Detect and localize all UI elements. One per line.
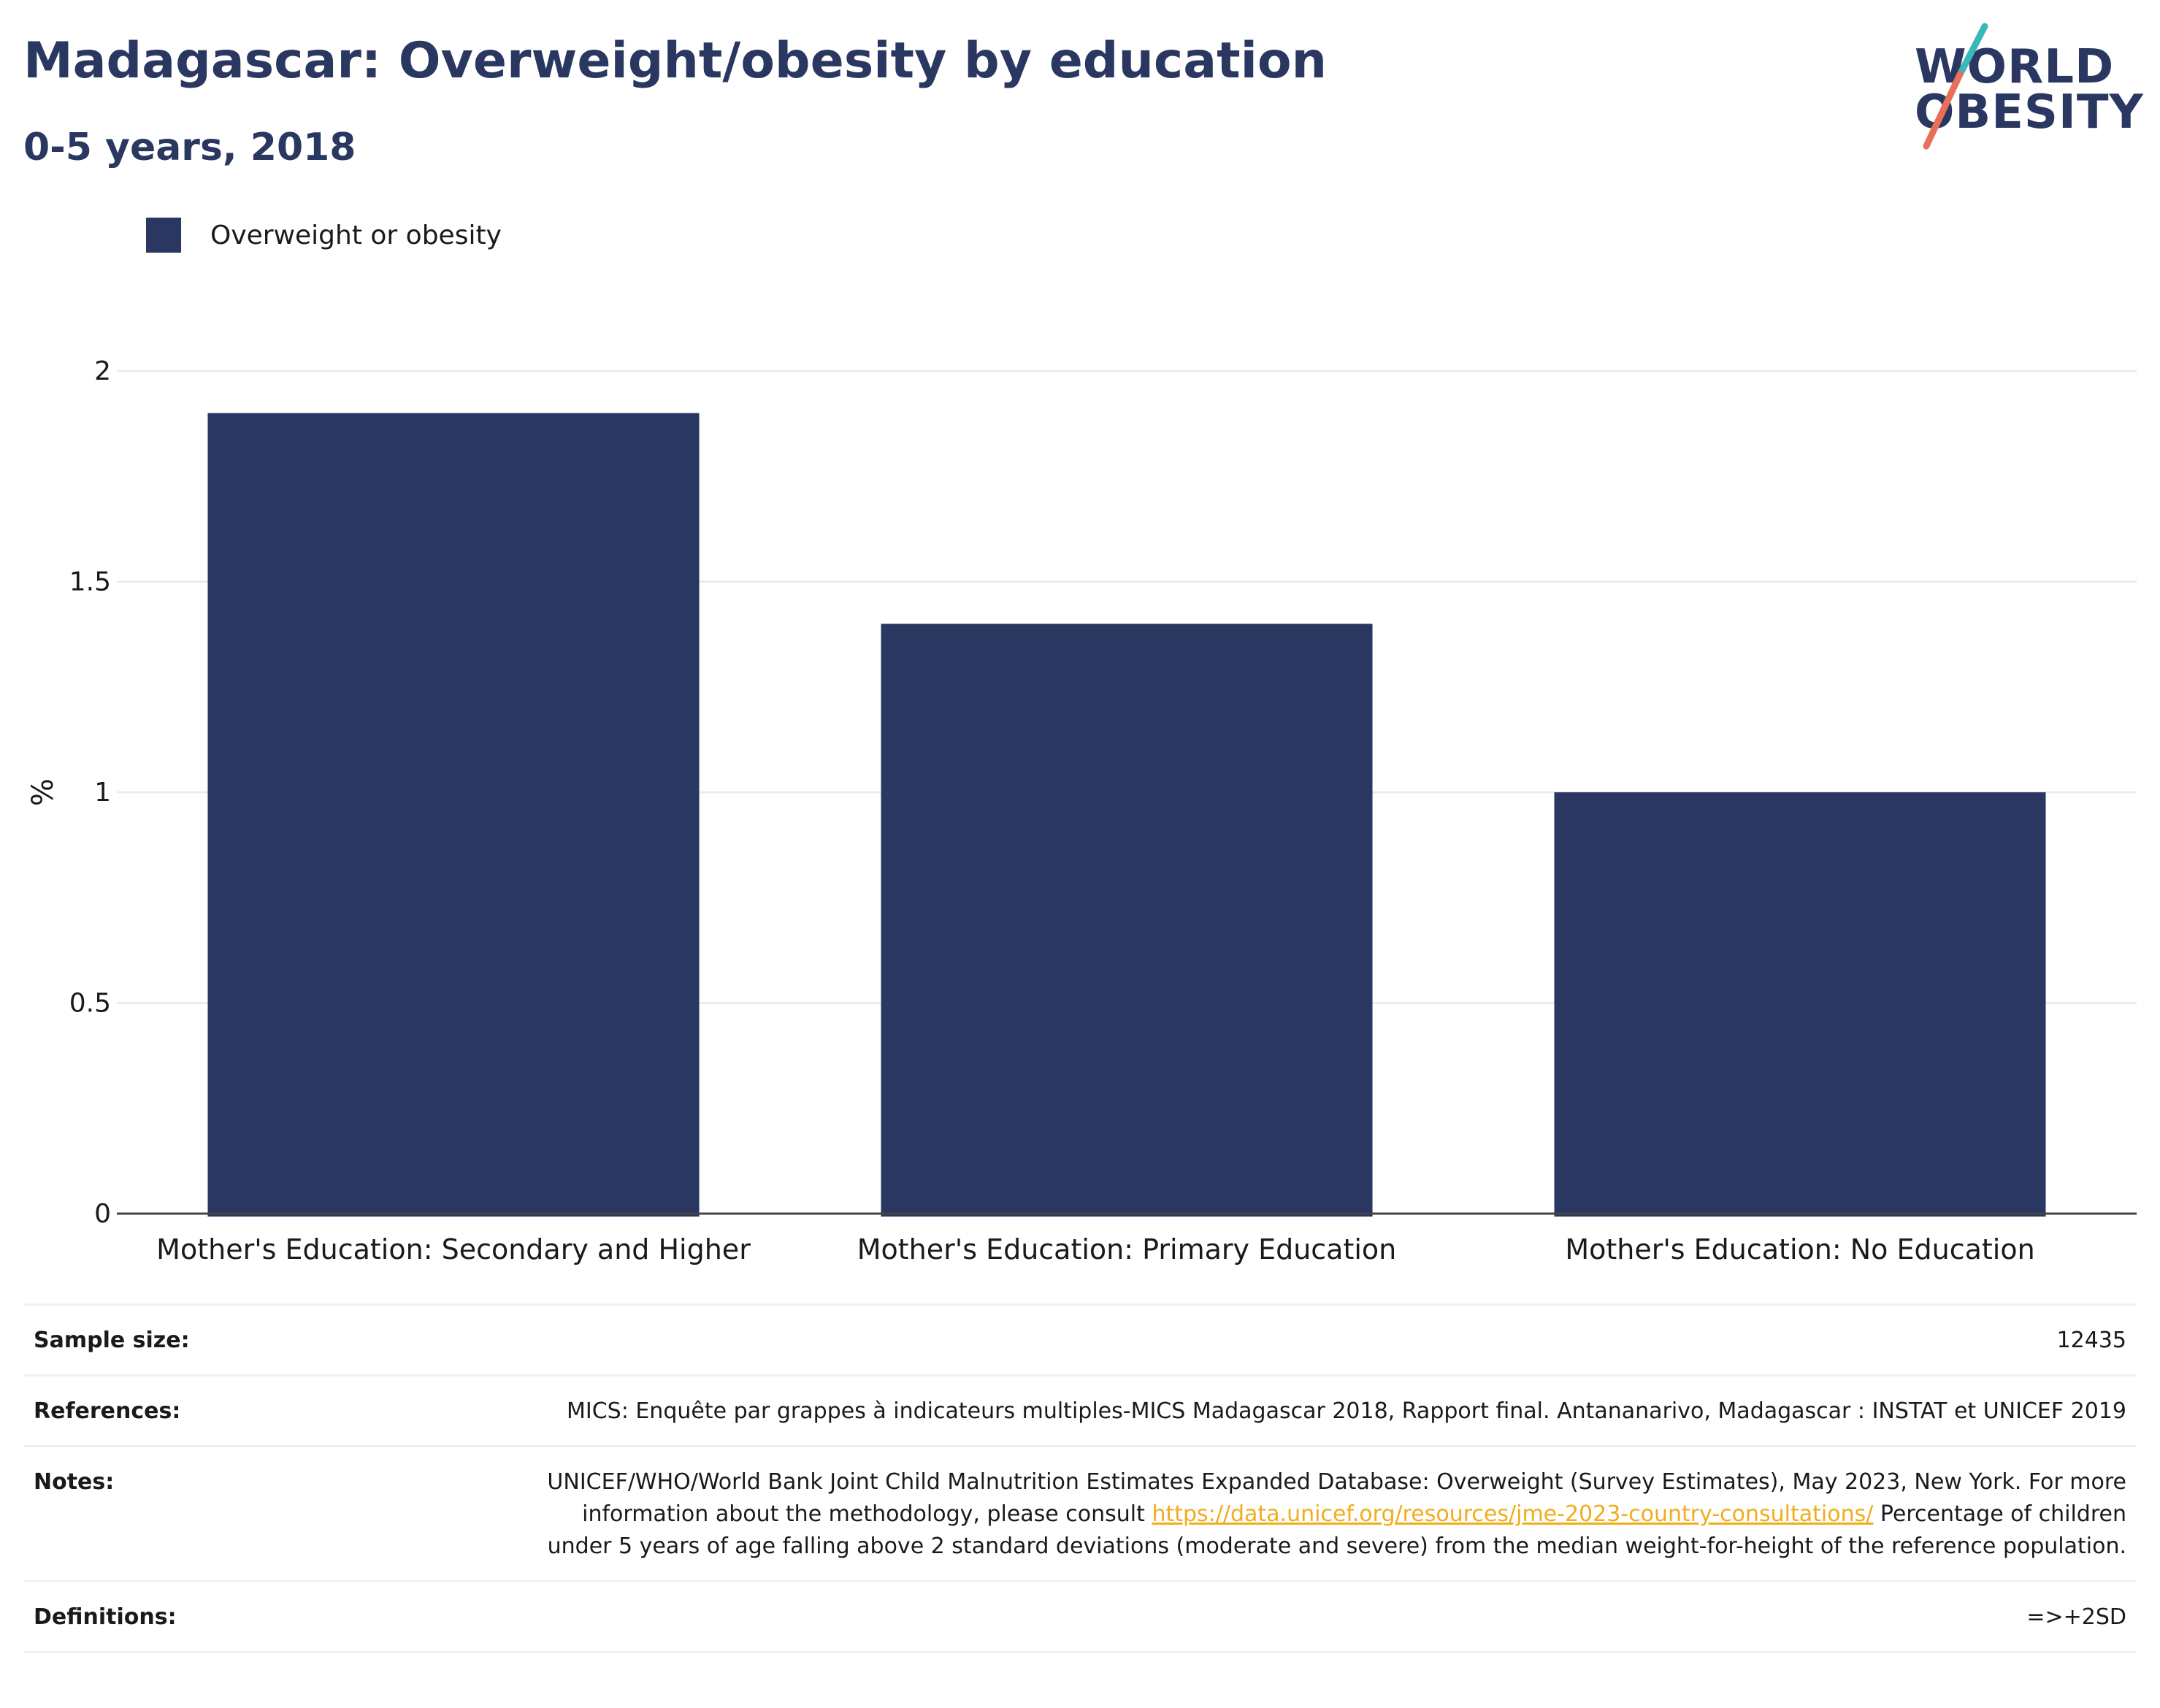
sample-size-value: 12435 [2056, 1328, 2126, 1353]
y-tick-label: 2 [94, 356, 111, 386]
notes-value: UNICEF/WHO/World Bank Joint Child Malnut… [535, 1466, 2126, 1563]
info-table: Sample size: 12435 References: MICS: Enq… [23, 1303, 2137, 1653]
chart-subtitle: 0-5 years, 2018 [23, 126, 356, 169]
notes-label: Notes: [34, 1469, 115, 1495]
legend-swatch [146, 218, 181, 253]
notes-text-before: UNICEF/WHO/World Bank Joint Child Malnut… [547, 1469, 2126, 1527]
info-row-sample-size: Sample size: 12435 [23, 1303, 2137, 1374]
bar [1554, 792, 2046, 1217]
world-obesity-logo: WORLD OBESITY [1899, 22, 2147, 153]
bar [881, 624, 1373, 1217]
bars [207, 413, 2046, 1217]
info-row-notes: Notes: UNICEF/WHO/World Bank Joint Child… [23, 1445, 2137, 1580]
y-tick-label: 0 [94, 1199, 111, 1229]
references-label: References: [34, 1398, 181, 1424]
references-value: MICS: Enquête par grappes à indicateurs … [566, 1398, 2126, 1424]
y-tick-label: 1 [94, 778, 111, 808]
bar-chart: 0 0.5 1 1.5 2% Mother's Education: Secondary … [26, 356, 2137, 1265]
y-tick-label: 0.5 [69, 989, 111, 1019]
chart-title: Madagascar: Overweight/obesity by educat… [23, 32, 1328, 90]
x-tick-label: Mother's Education: Primary Education [857, 1233, 1397, 1265]
legend-label: Overweight or obesity [210, 221, 502, 250]
notes-link[interactable]: https://data.unicef.org/resources/jme-20… [1152, 1501, 1874, 1527]
y-tick-label: 1.5 [69, 567, 111, 597]
logo-slash-icon [1923, 23, 1988, 150]
axes: 0 0.5 1 1.5 2% Mother's Education: Secondary … [26, 356, 2137, 1265]
logo-text-world: WORLD [1915, 40, 2115, 94]
x-tick-label: Mother's Education: No Education [1565, 1233, 2034, 1265]
y-axis-title: % [26, 778, 60, 806]
notes-text-after: Percentage of children under 5 years of … [547, 1501, 2126, 1559]
info-row-references: References: MICS: Enquête par grappes à … [23, 1374, 2137, 1445]
definitions-label: Definitions: [34, 1604, 177, 1630]
sample-size-label: Sample size: [34, 1328, 190, 1353]
x-tick-label: Mother's Education: Secondary and Higher [156, 1233, 751, 1265]
info-row-definitions: Definitions: =>+2SD [23, 1580, 2137, 1653]
definitions-value: =>+2SD [2026, 1604, 2126, 1630]
bar [207, 413, 700, 1217]
